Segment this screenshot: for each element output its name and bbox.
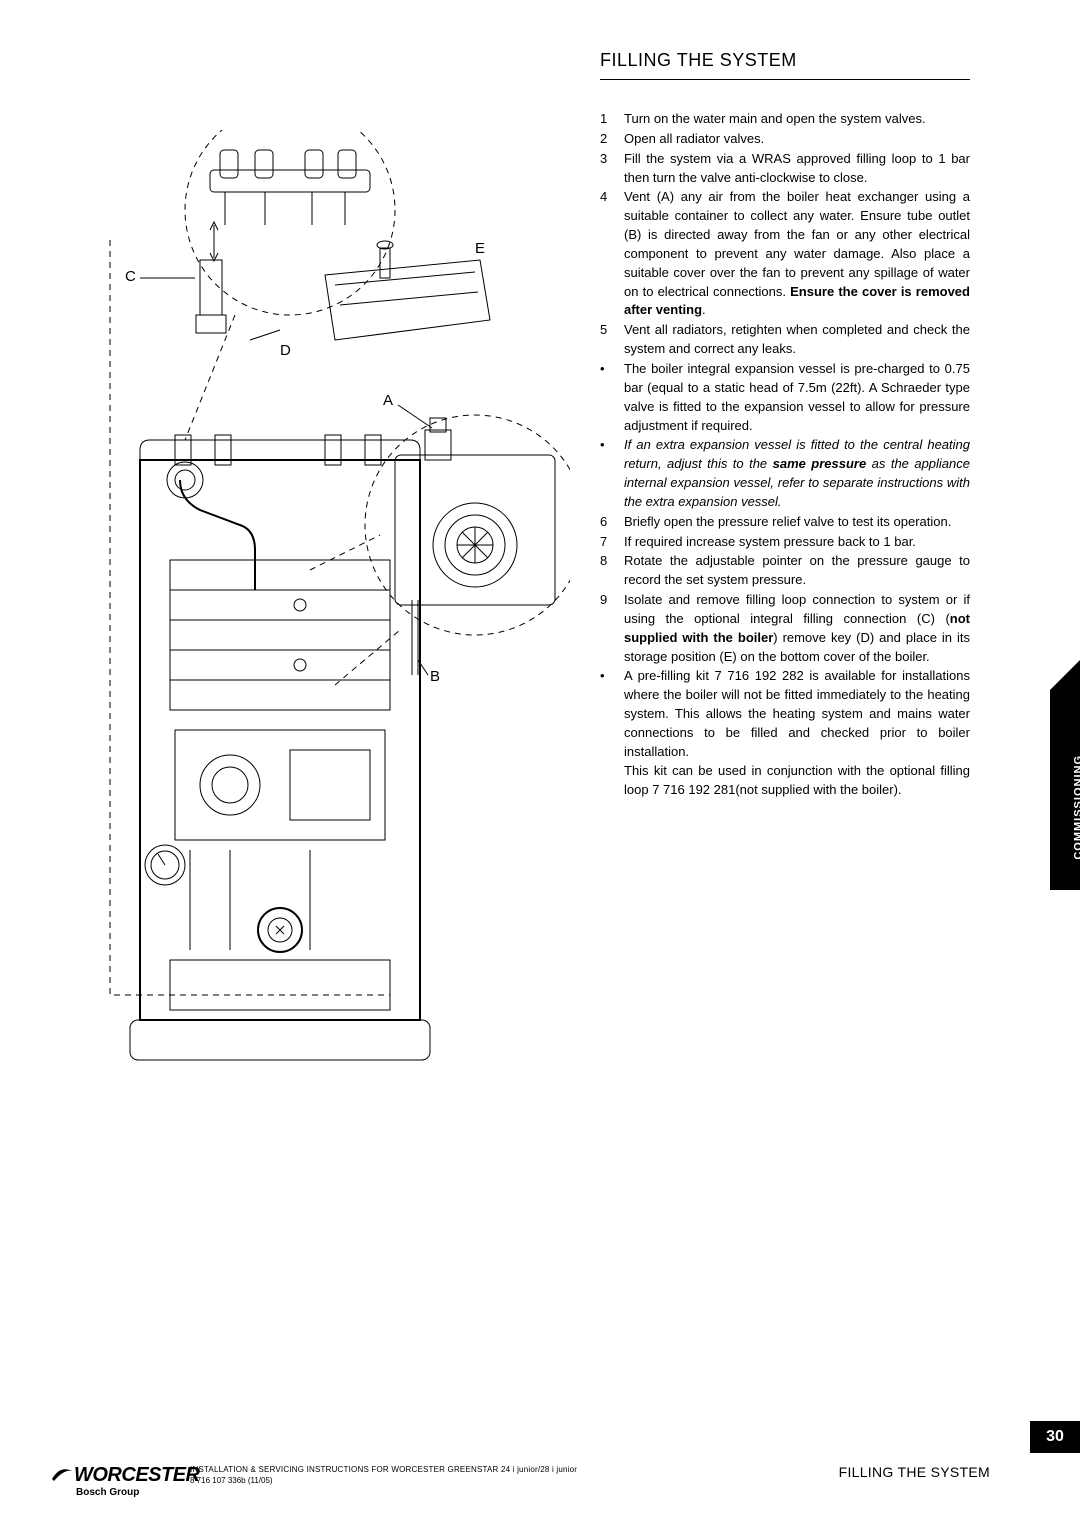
- instruction-step: 7If required increase system pressure ba…: [600, 533, 970, 552]
- diagram-svg: [80, 130, 570, 1080]
- instruction-step: 3Fill the system via a WRAS approved fil…: [600, 150, 970, 188]
- step-number: 6: [600, 513, 624, 532]
- instruction-text: If required increase system pressure bac…: [624, 533, 970, 552]
- step-number: 2: [600, 130, 624, 149]
- instruction-bullet: •If an extra expansion vessel is fitted …: [600, 436, 970, 511]
- side-tab-label: COMMISSIONING: [1073, 755, 1080, 860]
- footer-section-label: FILLING THE SYSTEM: [839, 1464, 990, 1480]
- boiler-diagram: A B C D E: [80, 130, 570, 1080]
- footer: WORCESTER Bosch Group INSTALLATION & SER…: [50, 1438, 1080, 1498]
- footer-meta-line1: INSTALLATION & SERVICING INSTRUCTIONS FO…: [190, 1465, 577, 1475]
- instruction-text: Vent all radiators, retighten when compl…: [624, 321, 970, 359]
- step-number: 8: [600, 552, 624, 590]
- logo-text: WORCESTER: [74, 1464, 200, 1486]
- logo-swoosh-icon: [50, 1463, 74, 1483]
- instruction-text: The boiler integral expansion vessel is …: [624, 360, 970, 435]
- step-number: 5: [600, 321, 624, 359]
- bullet-marker: •: [600, 360, 624, 435]
- instruction-step: 4Vent (A) any air from the boiler heat e…: [600, 188, 970, 320]
- instruction-text: Fill the system via a WRAS approved fill…: [624, 150, 970, 188]
- bullet-marker: •: [600, 436, 624, 511]
- instruction-step: 1Turn on the water main and open the sys…: [600, 110, 970, 129]
- instruction-step: 9Isolate and remove filling loop connect…: [600, 591, 970, 666]
- page-number: 30: [1030, 1421, 1080, 1453]
- instruction-text: If an extra expansion vessel is fitted t…: [624, 436, 970, 511]
- side-tab-triangle: [1050, 660, 1080, 690]
- instruction-bullet: •A pre-filling kit 7 716 192 282 is avai…: [600, 667, 970, 799]
- label-E: E: [475, 240, 485, 257]
- instruction-text: Briefly open the pressure relief valve t…: [624, 513, 970, 532]
- label-D: D: [280, 342, 291, 359]
- footer-meta-line2: 8 716 107 336b (11/05): [190, 1476, 577, 1486]
- instruction-text: Isolate and remove filling loop connecti…: [624, 591, 970, 666]
- instruction-text: Rotate the adjustable pointer on the pre…: [624, 552, 970, 590]
- instruction-text: Vent (A) any air from the boiler heat ex…: [624, 188, 970, 320]
- instruction-step: 5Vent all radiators, retighten when comp…: [600, 321, 970, 359]
- step-number: 4: [600, 188, 624, 320]
- instruction-bullet: •The boiler integral expansion vessel is…: [600, 360, 970, 435]
- instruction-step: 2Open all radiator valves.: [600, 130, 970, 149]
- step-number: 1: [600, 110, 624, 129]
- section-heading: FILLING THE SYSTEM: [600, 50, 970, 80]
- page: FILLING THE SYSTEM 1Turn on the water ma…: [0, 0, 1080, 1528]
- label-C: C: [125, 268, 136, 285]
- step-number: 7: [600, 533, 624, 552]
- footer-meta: INSTALLATION & SERVICING INSTRUCTIONS FO…: [190, 1465, 577, 1486]
- label-B: B: [430, 668, 440, 685]
- instruction-text: Turn on the water main and open the syst…: [624, 110, 970, 129]
- instruction-list: 1Turn on the water main and open the sys…: [600, 110, 970, 800]
- step-number: 3: [600, 150, 624, 188]
- bullet-marker: •: [600, 667, 624, 799]
- label-A: A: [383, 392, 393, 409]
- logo-subtext: Bosch Group: [76, 1487, 200, 1498]
- logo: WORCESTER Bosch Group: [50, 1463, 200, 1498]
- instruction-step: 6Briefly open the pressure relief valve …: [600, 513, 970, 532]
- instruction-text: A pre-filling kit 7 716 192 282 is avail…: [624, 667, 970, 799]
- step-number: 9: [600, 591, 624, 666]
- instruction-text: Open all radiator valves.: [624, 130, 970, 149]
- instruction-step: 8Rotate the adjustable pointer on the pr…: [600, 552, 970, 590]
